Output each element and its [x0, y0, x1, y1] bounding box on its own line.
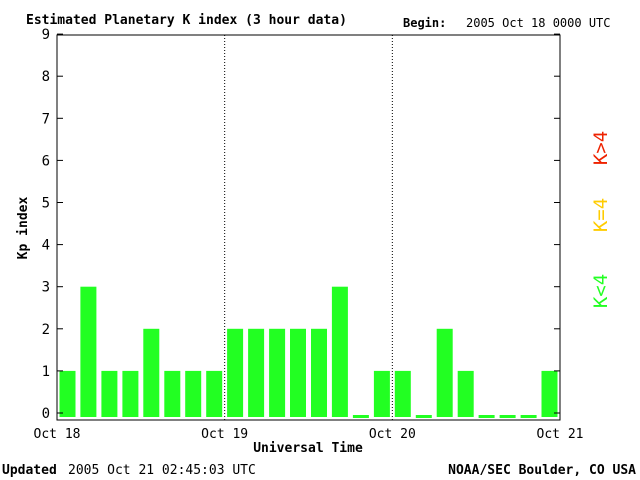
legend-k-above-4: K>4	[590, 131, 612, 165]
kp-bar	[520, 415, 537, 418]
kp-bar	[352, 415, 369, 418]
kp-bar	[415, 415, 432, 418]
kp-bar	[436, 328, 453, 417]
kp-bar	[394, 370, 411, 417]
begin-value: 2005 Oct 18 0000 UTC	[466, 16, 611, 30]
x-axis-label: Universal Time	[253, 441, 363, 456]
y-tick-label: 9	[42, 27, 50, 43]
source-credit: NOAA/SEC Boulder, CO USA	[448, 463, 636, 478]
y-tick-label: 5	[42, 196, 50, 212]
kp-bar	[290, 328, 306, 417]
x-tick-label: Oct 18	[34, 427, 81, 442]
kp-bar	[80, 286, 97, 417]
y-tick-label: 1	[42, 364, 50, 380]
y-axis-label: Kp index	[16, 197, 31, 260]
kp-bar	[457, 370, 474, 417]
kp-bar	[478, 415, 495, 418]
begin-label: Begin:	[403, 16, 446, 30]
kp-bar	[541, 370, 558, 417]
plot-frame	[56, 34, 561, 421]
y-tick-label: 6	[42, 153, 50, 169]
updated-value: 2005 Oct 21 02:45:03 UTC	[68, 463, 256, 478]
kp-bar	[248, 328, 265, 417]
y-tick-label: 7	[42, 111, 50, 127]
kp-bar	[101, 370, 118, 417]
x-tick-label: Oct 21	[537, 427, 584, 442]
x-axis-ticks: Oct 18 Oct 19 Oct 20 Oct 21	[34, 427, 584, 442]
kp-bar	[227, 328, 244, 417]
kp-bar	[311, 328, 327, 417]
y-tick-label: 8	[42, 69, 50, 85]
x-tick-label: Oct 20	[369, 427, 416, 442]
y-tick-label: 4	[42, 238, 50, 254]
legend-k-equals-4: K=4	[590, 198, 612, 232]
kp-bar	[59, 370, 76, 417]
day-separators	[224, 35, 393, 420]
kp-bars	[59, 286, 558, 418]
kp-bar	[185, 370, 202, 417]
kp-bar	[206, 370, 223, 417]
kp-bar	[143, 328, 160, 417]
kp-bar	[499, 415, 516, 418]
x-tick-label: Oct 19	[201, 427, 248, 442]
kp-bar	[122, 370, 139, 417]
kp-bar	[331, 286, 348, 417]
kp-bar	[269, 328, 286, 417]
y-tick-label: 3	[42, 280, 50, 296]
y-tick-label: 0	[42, 406, 50, 422]
y-tick-label: 2	[42, 322, 50, 338]
updated-label: Updated	[2, 463, 57, 478]
legend-k-below-4: K<4	[590, 274, 612, 308]
kp-bar	[373, 370, 390, 417]
kp-bar	[164, 370, 181, 417]
chart-title: Estimated Planetary K index (3 hour data…	[26, 13, 347, 28]
y-axis-ticks: 0 1 2 3 4 5 6 7 8 9	[42, 27, 560, 422]
